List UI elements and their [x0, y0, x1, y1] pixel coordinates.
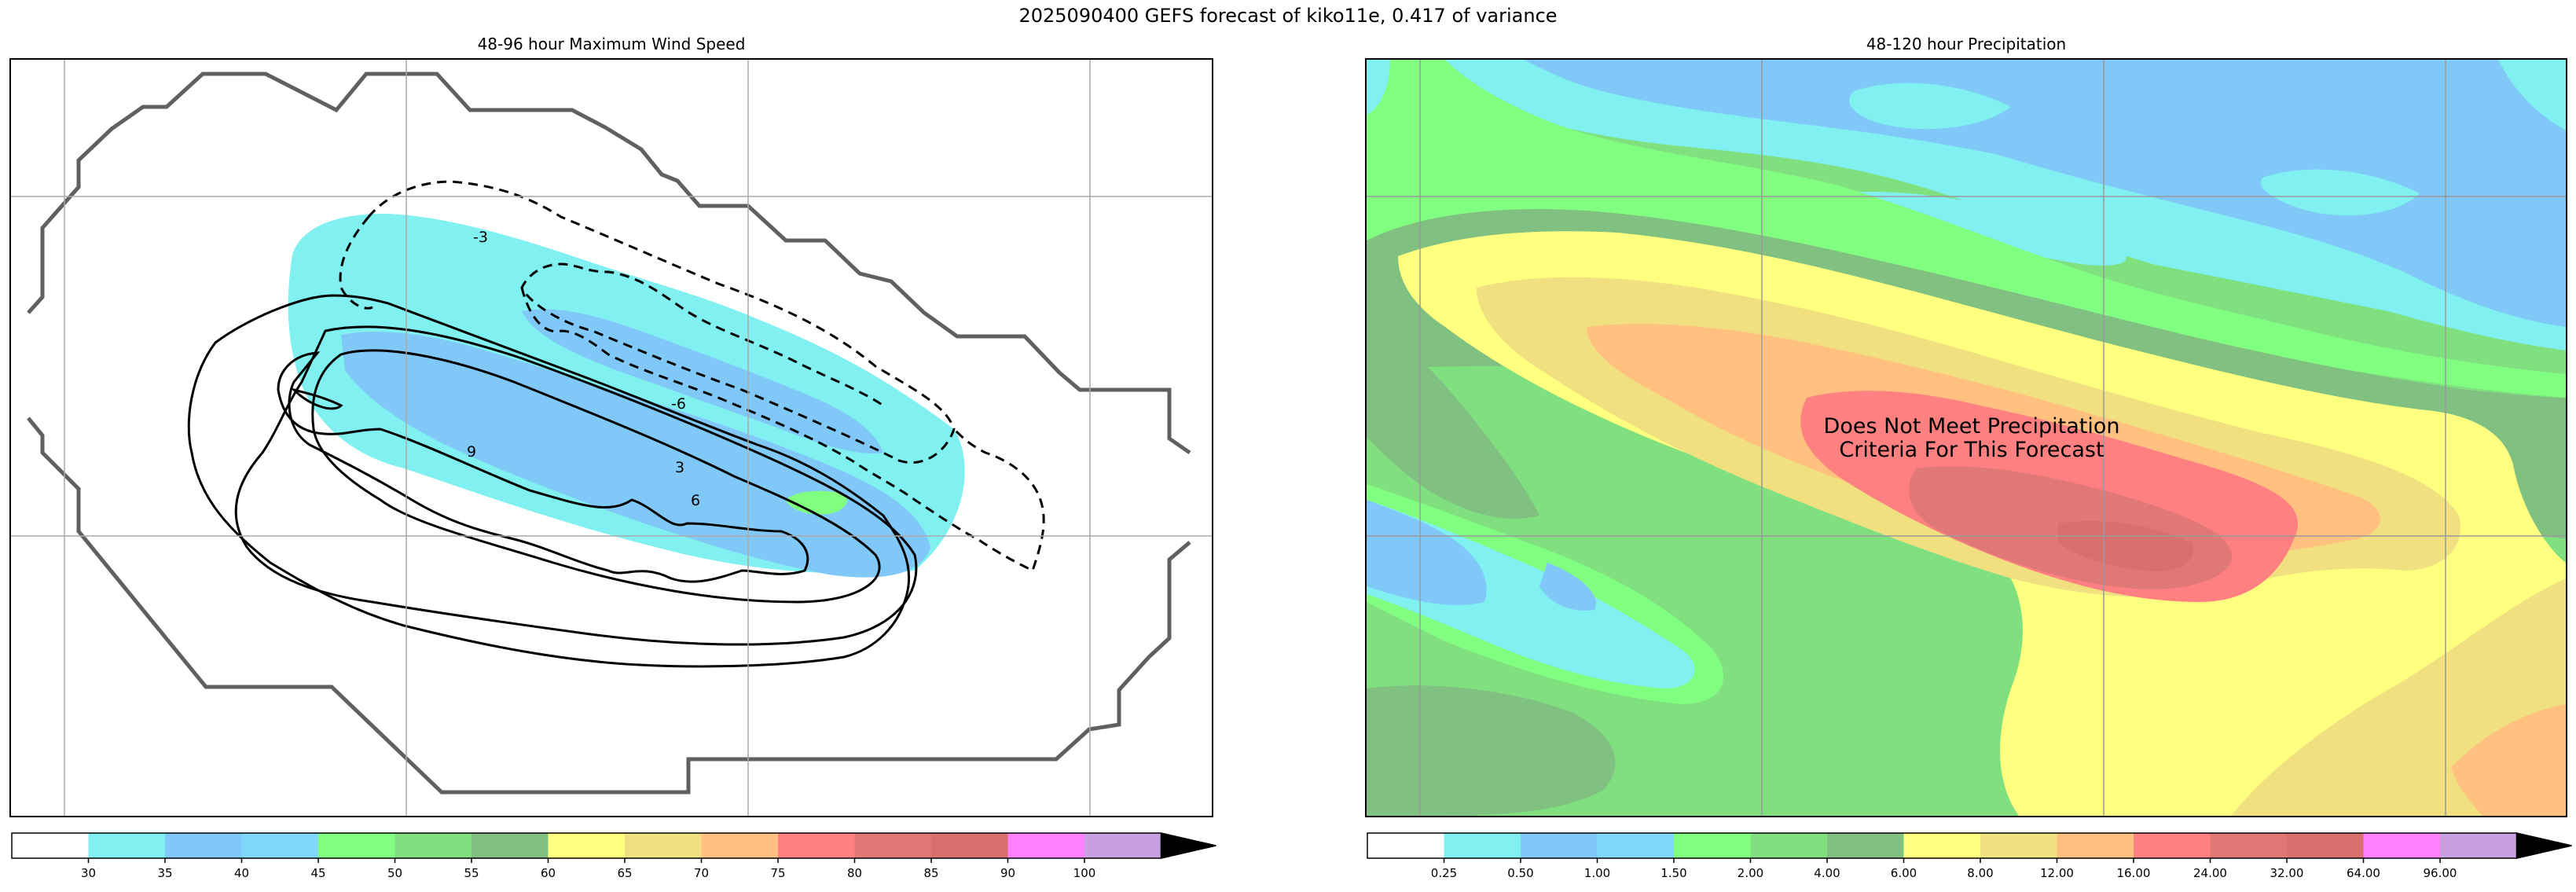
wind-solid-contours [187, 294, 918, 668]
wind-map-axes: -3 -6 9 3 6 [9, 58, 1213, 817]
wind-colorbar-swatch [472, 833, 549, 858]
wind-colorbar-swatch [88, 833, 166, 858]
wind-colorbar-tick-label: 50 [387, 866, 402, 880]
wind-colorbar-tick-label: 35 [157, 866, 172, 880]
wind-colorbar-svg: 30 35 40 45 50 55 60 65 70 75 80 85 90 100 [11, 832, 1216, 880]
wind-colorbar-outline [11, 832, 1161, 859]
wind-fill-35 [341, 332, 930, 578]
precip-colorbar-tick-label: 16.00 [2117, 866, 2151, 880]
precip-colorbar-tick-label: 64.00 [2347, 866, 2380, 880]
precip-fill-bl-blue2 [1539, 563, 1596, 611]
precip-colorbar-swatch [1674, 833, 1751, 858]
precip-colorbar-tick-label: 1.00 [1584, 866, 1610, 880]
precip-colorbar-swatch [1903, 833, 1981, 858]
wind-contour-label: -6 [671, 395, 686, 413]
precip-fill-orange-br [2451, 704, 2566, 816]
wind-contour-label: 6 [691, 492, 700, 509]
wind-fill-45 [785, 490, 847, 515]
precip-colorbar-tick-label: 12.00 [2040, 866, 2074, 880]
wind-colorbar-tick-label: 30 [81, 866, 96, 880]
precip-colorbar-svg: 0.25 0.50 1.00 1.50 2.00 4.00 6.00 8.00 12.00 16.… [1367, 832, 2572, 880]
precip-fill-top-blue [1524, 60, 2566, 327]
precip-colorbar-swatch [1444, 833, 1521, 858]
precip-colorbar-outline [1367, 832, 2517, 859]
wind-colorbar-swatch [701, 833, 779, 858]
precip-fill-top-cyan3 [2261, 169, 2420, 216]
wind-colorbar-swatch [854, 833, 932, 858]
precip-gridlines [1367, 60, 2566, 816]
wind-colorbar-tick-label: 55 [464, 866, 479, 880]
precip-colorbar-tick-label: 2.00 [1738, 866, 1763, 880]
wind-colorbar-tick-label: 65 [617, 866, 632, 880]
wind-colorbar-tick-label: 75 [770, 866, 785, 880]
precip-fill-bl-blue [1367, 500, 1487, 605]
wind-colorbar-tick-label: 60 [541, 866, 556, 880]
precip-colorbar-tick-label: 0.50 [1507, 866, 1533, 880]
wind-colorbar-tick-label: 45 [310, 866, 325, 880]
precip-colorbar-swatch [2440, 833, 2517, 858]
precip-colorbar-swatch [1827, 833, 1904, 858]
wind-colorbar-swatch [931, 833, 1008, 858]
precip-fill-top-cyan5 [2498, 60, 2566, 130]
wind-colorbar: 30 35 40 45 50 55 60 65 70 75 80 85 90 100 [11, 832, 1216, 892]
wind-region-outline [27, 72, 1191, 455]
precip-colorbar-swatch [2287, 833, 2364, 858]
precip-colorbar-tick-label: 32.00 [2270, 866, 2304, 880]
wind-colorbar-tick-label: 70 [694, 866, 709, 880]
precip-colorbar-swatch [1750, 833, 1828, 858]
precip-colorbar-tick-label: 8.00 [1967, 866, 1993, 880]
wind-colorbar-swatch [165, 833, 242, 858]
precip-fill-tl-cyan [1367, 60, 1390, 115]
wind-panel-title: 48-96 hour Maximum Wind Speed [477, 35, 746, 53]
wind-colorbar-swatch [1007, 833, 1085, 858]
precip-colorbar-tick-label: 1.50 [1660, 866, 1686, 880]
wind-colorbar-swatch [778, 833, 855, 858]
precip-colorbar-swatch [1521, 833, 1598, 858]
figure-title: 2025090400 GEFS forecast of kiko11e, 0.4… [1018, 5, 1558, 27]
wind-region-outline-lower [27, 417, 1191, 795]
precip-colorbar-swatch [1367, 833, 1444, 858]
wind-colorbar-swatch [12, 833, 89, 858]
wind-colorbar-swatch [241, 833, 319, 858]
precip-colorbar: 0.25 0.50 1.00 1.50 2.00 4.00 6.00 8.00 12.00 16.… [1367, 832, 2572, 892]
precip-colorbar-swatch [2363, 833, 2441, 858]
wind-colorbar-tick-label: 100 [1073, 866, 1096, 880]
wind-fill-35b [522, 309, 883, 453]
wind-colorbar-swatch [625, 833, 702, 858]
precip-colorbar-tick-label: 24.00 [2193, 866, 2227, 880]
precip-panel-title: 48-120 hour Precipitation [1866, 35, 2067, 53]
wind-colorbar-extend-arrow [1160, 832, 1216, 859]
precip-fill-left-green3 [1367, 311, 1539, 519]
precip-colorbar-swatch [1980, 833, 2057, 858]
wind-colorbar-swatch [394, 833, 472, 858]
wind-colorbar-tick-label: 85 [923, 866, 938, 880]
wind-dashed-contours [339, 180, 1045, 573]
precip-colorbar-tick-label: 96.00 [2424, 866, 2457, 880]
wind-contour-label: 3 [675, 459, 684, 476]
precip-map-plot [1367, 60, 2566, 816]
precip-colorbar-extend-arrow [2515, 832, 2572, 859]
precip-criteria-annotation: Does Not Meet Precipitation Criteria For… [1823, 414, 2120, 462]
wind-map-plot: -3 -6 9 3 6 [11, 60, 1212, 816]
precip-colorbar-swatch [1597, 833, 1675, 858]
wind-contour-label: 9 [467, 443, 476, 461]
precip-map-axes: Does Not Meet Precipitation Criteria For… [1365, 58, 2567, 817]
wind-colorbar-tick-label: 40 [234, 866, 249, 880]
wind-colorbar-tick-label: 80 [847, 866, 862, 880]
precip-colorbar-tick-label: 4.00 [1814, 866, 1840, 880]
wind-colorbar-swatch [1084, 833, 1161, 858]
precip-colorbar-swatch [2210, 833, 2288, 858]
precip-colorbar-tick-label: 6.00 [1891, 866, 1917, 880]
precip-fill-brown [2058, 520, 2193, 571]
precip-colorbar-tick-label: 0.25 [1431, 866, 1457, 880]
wind-colorbar-tick-label: 90 [1000, 866, 1015, 880]
wind-colorbar-swatch [548, 833, 626, 858]
precip-colorbar-swatch [2057, 833, 2134, 858]
wind-gridlines [11, 60, 1212, 816]
wind-contour-label: -3 [473, 229, 488, 246]
wind-colorbar-swatch [318, 833, 395, 858]
precip-fill-top-cyan2 [1849, 83, 2011, 130]
precip-fill-bl-green3 [1367, 685, 1616, 816]
precip-colorbar-swatch [2134, 833, 2211, 858]
